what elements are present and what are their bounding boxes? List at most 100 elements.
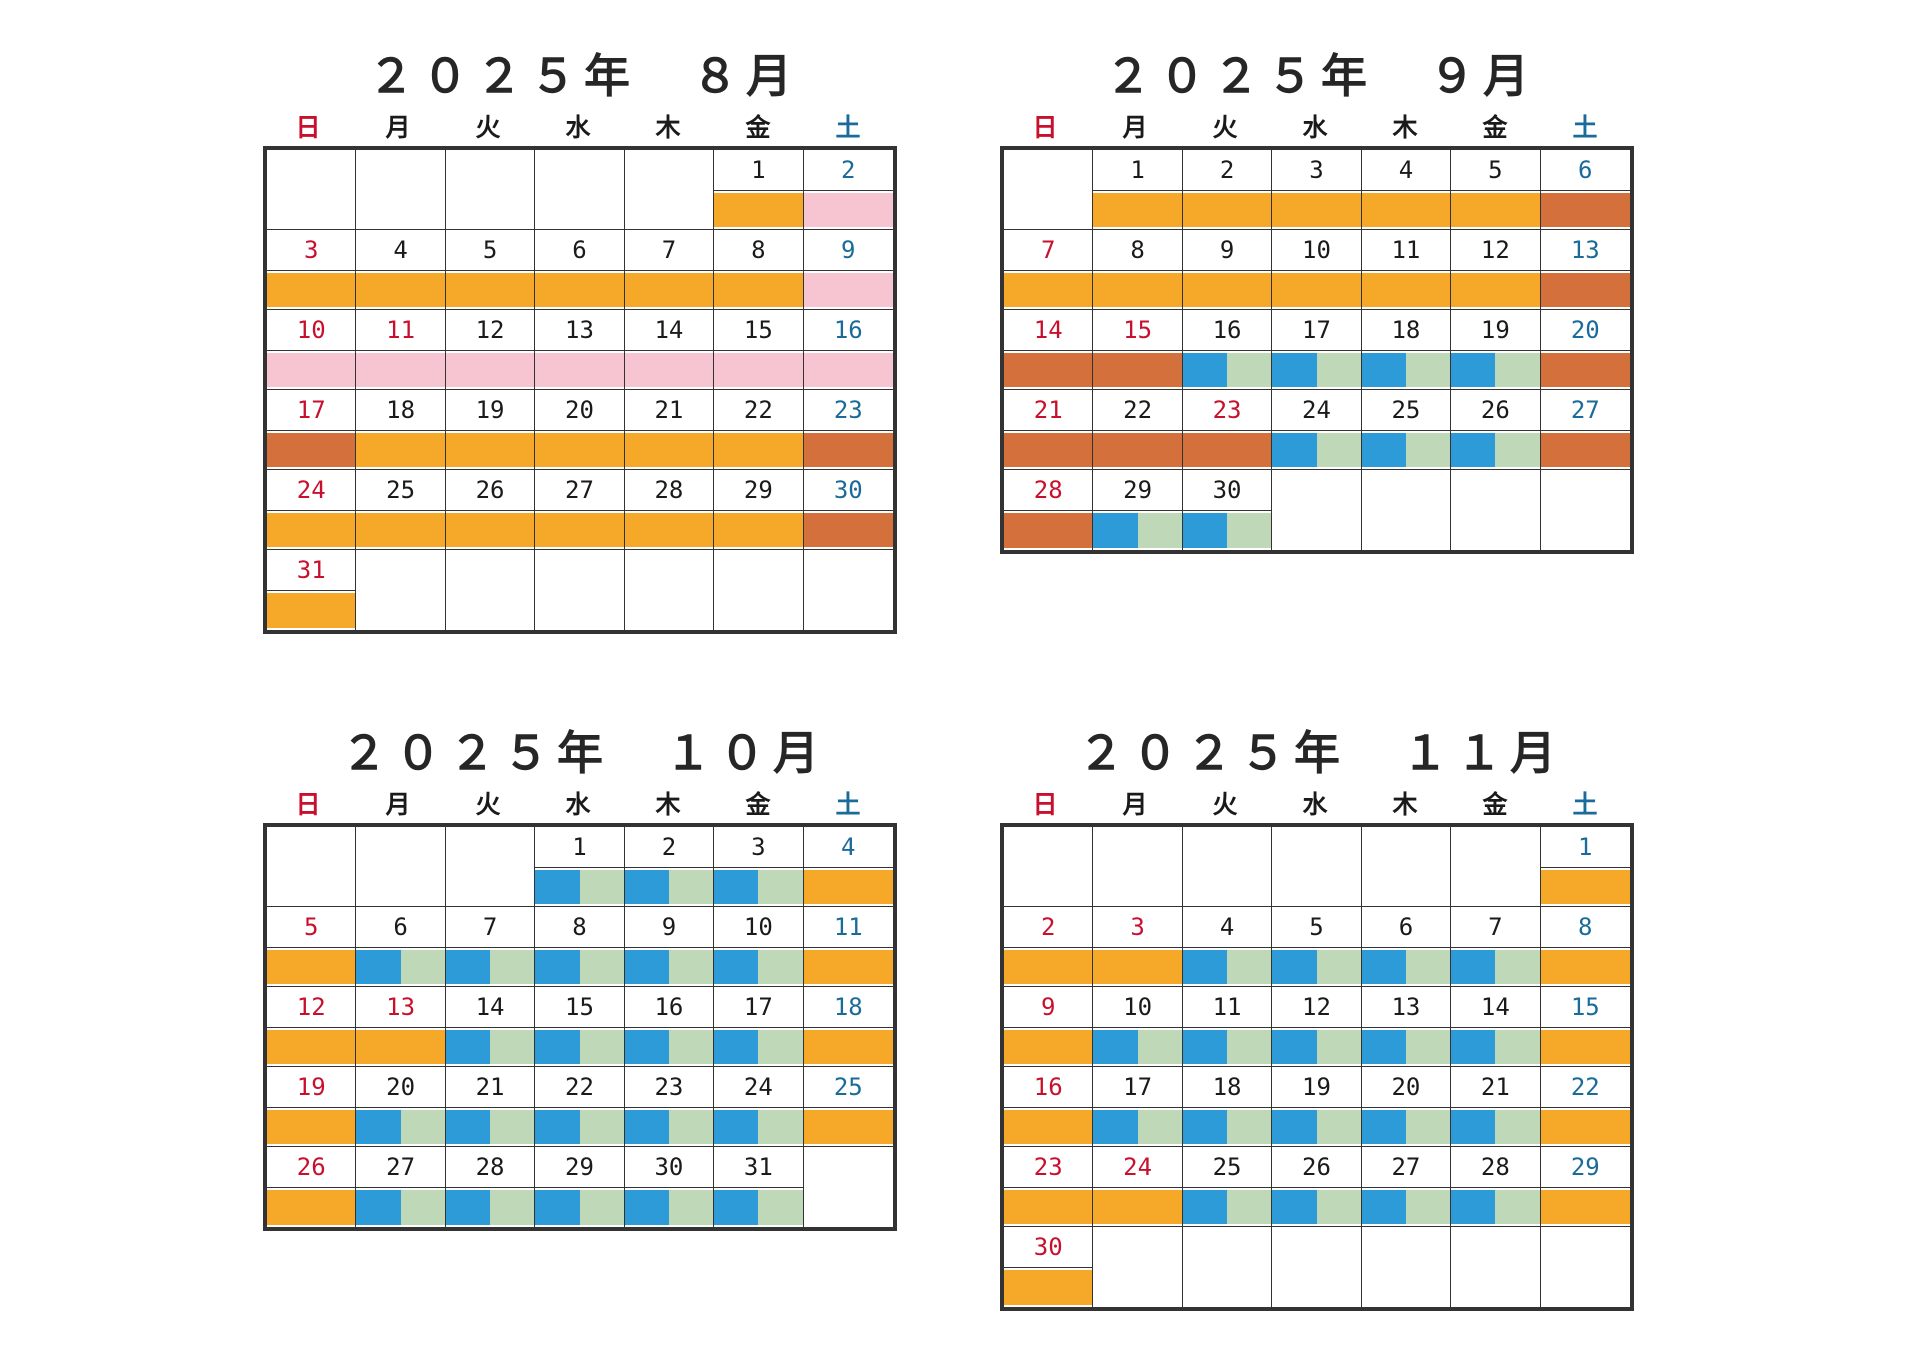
day-number: 16 bbox=[1182, 310, 1272, 351]
day-number: 5 bbox=[1451, 150, 1540, 191]
schedule-bar bbox=[1093, 1030, 1182, 1064]
day-cell: 28 bbox=[624, 470, 715, 550]
schedule-bar bbox=[445, 353, 535, 387]
day-cell: 6 bbox=[1361, 907, 1452, 987]
schedule-bar bbox=[535, 273, 624, 307]
day-number: 22 bbox=[1540, 1067, 1630, 1108]
day-cell: 7 bbox=[1004, 230, 1094, 310]
schedule-bar bbox=[356, 1110, 445, 1144]
day-number: 7 bbox=[1451, 907, 1540, 948]
day-number: 29 bbox=[1093, 470, 1182, 511]
day-number: 30 bbox=[624, 1147, 714, 1188]
schedule-bar bbox=[1272, 1110, 1361, 1144]
day-cell: 28 bbox=[1451, 1147, 1541, 1227]
day-number: 30 bbox=[1182, 470, 1272, 511]
day-number: 9 bbox=[803, 230, 893, 271]
weekday-header: 日月火水木金土 bbox=[263, 787, 897, 823]
schedule-bar bbox=[624, 433, 714, 467]
weekday-label: 月 bbox=[1122, 113, 1148, 142]
day-number: 3 bbox=[1272, 150, 1361, 191]
weekday-label: 木 bbox=[1392, 790, 1418, 819]
day-cell: 30 bbox=[1182, 470, 1273, 550]
day-cell: 26 bbox=[267, 1147, 357, 1227]
day-number: 13 bbox=[1361, 987, 1451, 1028]
day-number: 20 bbox=[535, 390, 624, 431]
day-number: 2 bbox=[803, 150, 893, 191]
day-number: 27 bbox=[535, 470, 624, 511]
day-number: 21 bbox=[1451, 1067, 1540, 1108]
day-cell bbox=[356, 827, 446, 907]
day-cell: 23 bbox=[803, 390, 893, 470]
schedule-bar bbox=[1361, 193, 1451, 227]
day-number: 15 bbox=[714, 310, 803, 351]
day-number: 8 bbox=[714, 230, 803, 271]
day-cell: 30 bbox=[1004, 1227, 1094, 1307]
day-cell: 25 bbox=[356, 470, 446, 550]
schedule-bar bbox=[356, 273, 445, 307]
day-number: 2 bbox=[624, 827, 714, 868]
schedule-bar bbox=[1182, 1030, 1272, 1064]
day-number: 7 bbox=[624, 230, 714, 271]
day-cell: 20 bbox=[356, 1067, 446, 1147]
schedule-bar bbox=[803, 433, 893, 467]
day-number: 11 bbox=[356, 310, 445, 351]
day-cell: 8 bbox=[535, 907, 625, 987]
day-cell: 18 bbox=[1182, 1067, 1273, 1147]
schedule-bar bbox=[445, 1190, 535, 1225]
day-cell bbox=[1004, 827, 1094, 907]
day-number: 18 bbox=[803, 987, 893, 1028]
day-cell: 19 bbox=[1451, 310, 1541, 390]
day-cell bbox=[624, 150, 715, 230]
day-number: 29 bbox=[1540, 1147, 1630, 1188]
day-cell: 1 bbox=[1093, 150, 1183, 230]
schedule-bar bbox=[1451, 1190, 1540, 1224]
schedule-bar bbox=[445, 1030, 535, 1064]
schedule-bar bbox=[535, 1190, 624, 1225]
schedule-bar bbox=[1451, 950, 1540, 984]
schedule-bar bbox=[1451, 353, 1540, 387]
schedule-bar bbox=[267, 1110, 356, 1144]
schedule-bar bbox=[535, 353, 624, 387]
schedule-bar bbox=[1004, 1110, 1093, 1144]
schedule-bar bbox=[1540, 950, 1630, 984]
day-number: 9 bbox=[624, 907, 714, 948]
day-number: 23 bbox=[624, 1067, 714, 1108]
day-cell: 18 bbox=[356, 390, 446, 470]
day-number: 2 bbox=[1182, 150, 1272, 191]
day-number: 11 bbox=[1182, 987, 1272, 1028]
day-cell: 2 bbox=[624, 827, 715, 907]
schedule-bar bbox=[624, 1190, 714, 1225]
day-number: 3 bbox=[267, 230, 356, 271]
day-number: 4 bbox=[356, 230, 445, 271]
day-number: 8 bbox=[1540, 907, 1630, 948]
day-number: 29 bbox=[714, 470, 803, 511]
weekday-label: 水 bbox=[1302, 113, 1328, 142]
day-number: 18 bbox=[356, 390, 445, 431]
schedule-bar bbox=[714, 1030, 803, 1064]
schedule-bar bbox=[624, 1030, 714, 1064]
day-cell: 19 bbox=[267, 1067, 357, 1147]
day-cell: 23 bbox=[1004, 1147, 1094, 1227]
schedule-bar bbox=[624, 353, 714, 387]
weekday-label: 木 bbox=[1392, 113, 1418, 142]
day-number: 13 bbox=[535, 310, 624, 351]
calendar-grid: 1 2 3 4 5 6 7 8 9 10 11 12 13 14 15 16 17 18 19 20 21 22 23 24 2… bbox=[1000, 823, 1634, 1311]
day-cell: 3 bbox=[714, 827, 804, 907]
day-cell: 21 bbox=[445, 1067, 536, 1147]
schedule-bar bbox=[714, 273, 803, 307]
day-number: 5 bbox=[267, 907, 356, 948]
day-cell: 9 bbox=[1182, 230, 1273, 310]
day-number: 4 bbox=[803, 827, 893, 868]
schedule-bar bbox=[714, 950, 803, 984]
schedule-bar bbox=[356, 1190, 445, 1225]
day-number: 12 bbox=[267, 987, 356, 1028]
day-number: 22 bbox=[1093, 390, 1182, 431]
weekday-label: 火 bbox=[475, 113, 501, 142]
day-cell bbox=[803, 1147, 893, 1227]
day-cell: 19 bbox=[445, 390, 536, 470]
day-number: 10 bbox=[1272, 230, 1361, 271]
day-number: 25 bbox=[1361, 390, 1451, 431]
schedule-bar bbox=[535, 433, 624, 467]
schedule-bar bbox=[1540, 870, 1630, 904]
day-cell: 27 bbox=[1540, 390, 1630, 470]
